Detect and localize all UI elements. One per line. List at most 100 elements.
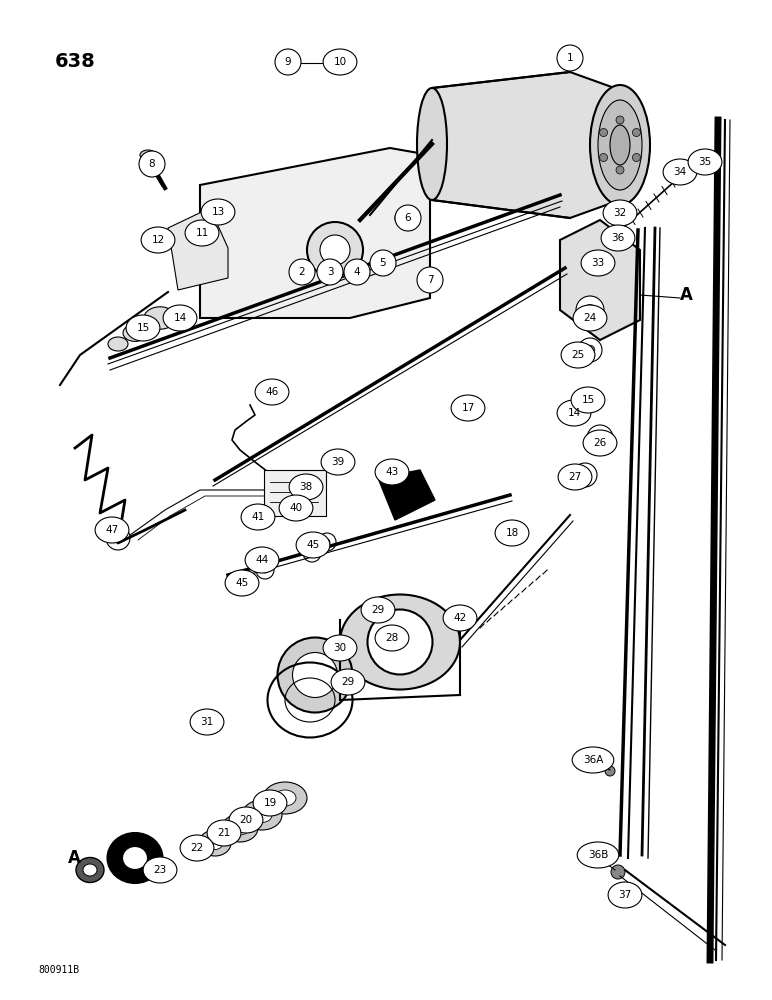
Text: 35: 35 [699, 157, 712, 167]
Ellipse shape [95, 517, 129, 543]
Text: 42: 42 [453, 613, 466, 623]
Ellipse shape [495, 520, 529, 546]
Circle shape [581, 470, 590, 480]
Circle shape [307, 222, 363, 278]
Ellipse shape [367, 609, 432, 674]
Text: 34: 34 [673, 167, 686, 177]
Ellipse shape [331, 669, 365, 695]
Ellipse shape [242, 800, 282, 830]
Text: A: A [68, 849, 81, 867]
Circle shape [585, 345, 594, 355]
Ellipse shape [263, 782, 307, 814]
Ellipse shape [185, 220, 219, 246]
Ellipse shape [608, 882, 642, 908]
Text: 45: 45 [235, 578, 249, 588]
Text: 4: 4 [354, 267, 361, 277]
Ellipse shape [141, 227, 175, 253]
Circle shape [594, 433, 605, 443]
Circle shape [324, 539, 330, 545]
Circle shape [616, 116, 624, 124]
Ellipse shape [201, 199, 235, 225]
Ellipse shape [274, 790, 296, 806]
Text: 30: 30 [334, 643, 347, 653]
Text: 7: 7 [427, 275, 433, 285]
Text: 6: 6 [405, 213, 411, 223]
Ellipse shape [663, 159, 697, 185]
Ellipse shape [348, 266, 366, 278]
Ellipse shape [340, 594, 460, 690]
Ellipse shape [108, 337, 128, 351]
Ellipse shape [400, 214, 410, 223]
Text: A: A [680, 286, 693, 304]
Text: 45: 45 [306, 540, 320, 550]
Text: 47: 47 [105, 525, 119, 535]
Ellipse shape [573, 305, 607, 331]
Text: 1: 1 [567, 53, 574, 63]
Circle shape [600, 128, 608, 136]
Text: 2: 2 [299, 267, 305, 277]
Text: 15: 15 [137, 323, 150, 333]
Circle shape [303, 544, 321, 562]
Ellipse shape [190, 709, 224, 735]
Circle shape [600, 153, 608, 161]
Ellipse shape [370, 250, 396, 276]
Ellipse shape [558, 464, 592, 490]
Circle shape [573, 463, 597, 487]
Ellipse shape [252, 808, 272, 822]
Text: 26: 26 [594, 438, 607, 448]
Polygon shape [378, 470, 435, 520]
Circle shape [239, 579, 245, 585]
Ellipse shape [275, 49, 301, 75]
Text: 28: 28 [385, 633, 398, 643]
Ellipse shape [276, 56, 290, 70]
Ellipse shape [557, 400, 591, 426]
Text: 43: 43 [385, 467, 398, 477]
Ellipse shape [321, 449, 355, 475]
Circle shape [605, 766, 615, 776]
Text: 23: 23 [154, 865, 167, 875]
Text: 11: 11 [195, 228, 208, 238]
Text: 14: 14 [567, 408, 581, 418]
Ellipse shape [577, 842, 619, 868]
Ellipse shape [361, 597, 395, 623]
Text: 12: 12 [151, 235, 164, 245]
Ellipse shape [225, 570, 259, 596]
Polygon shape [432, 72, 620, 218]
Text: 20: 20 [239, 815, 252, 825]
Circle shape [576, 296, 604, 324]
Circle shape [233, 573, 251, 591]
Text: 18: 18 [506, 528, 519, 538]
Text: 10: 10 [334, 57, 347, 67]
Ellipse shape [395, 205, 421, 231]
Circle shape [578, 338, 602, 362]
Text: 41: 41 [252, 512, 265, 522]
Ellipse shape [375, 459, 409, 485]
Circle shape [113, 533, 123, 543]
Ellipse shape [598, 100, 642, 190]
Circle shape [632, 128, 641, 136]
Ellipse shape [572, 747, 614, 773]
Ellipse shape [417, 88, 447, 200]
Ellipse shape [603, 200, 637, 226]
Ellipse shape [245, 547, 279, 573]
Text: 19: 19 [263, 798, 276, 808]
Ellipse shape [323, 49, 357, 75]
Ellipse shape [144, 307, 176, 329]
Ellipse shape [123, 325, 147, 341]
Text: 36B: 36B [587, 850, 608, 860]
Text: 33: 33 [591, 258, 604, 268]
Ellipse shape [417, 267, 443, 293]
Ellipse shape [241, 504, 275, 530]
Polygon shape [200, 148, 430, 318]
FancyBboxPatch shape [264, 470, 326, 516]
Ellipse shape [123, 846, 147, 869]
Ellipse shape [296, 532, 330, 558]
Ellipse shape [277, 638, 353, 712]
Circle shape [616, 166, 624, 174]
Ellipse shape [143, 857, 177, 883]
Text: 29: 29 [341, 677, 354, 687]
Circle shape [309, 550, 315, 556]
Text: 36A: 36A [583, 755, 603, 765]
Ellipse shape [76, 857, 104, 882]
Text: 17: 17 [462, 403, 475, 413]
